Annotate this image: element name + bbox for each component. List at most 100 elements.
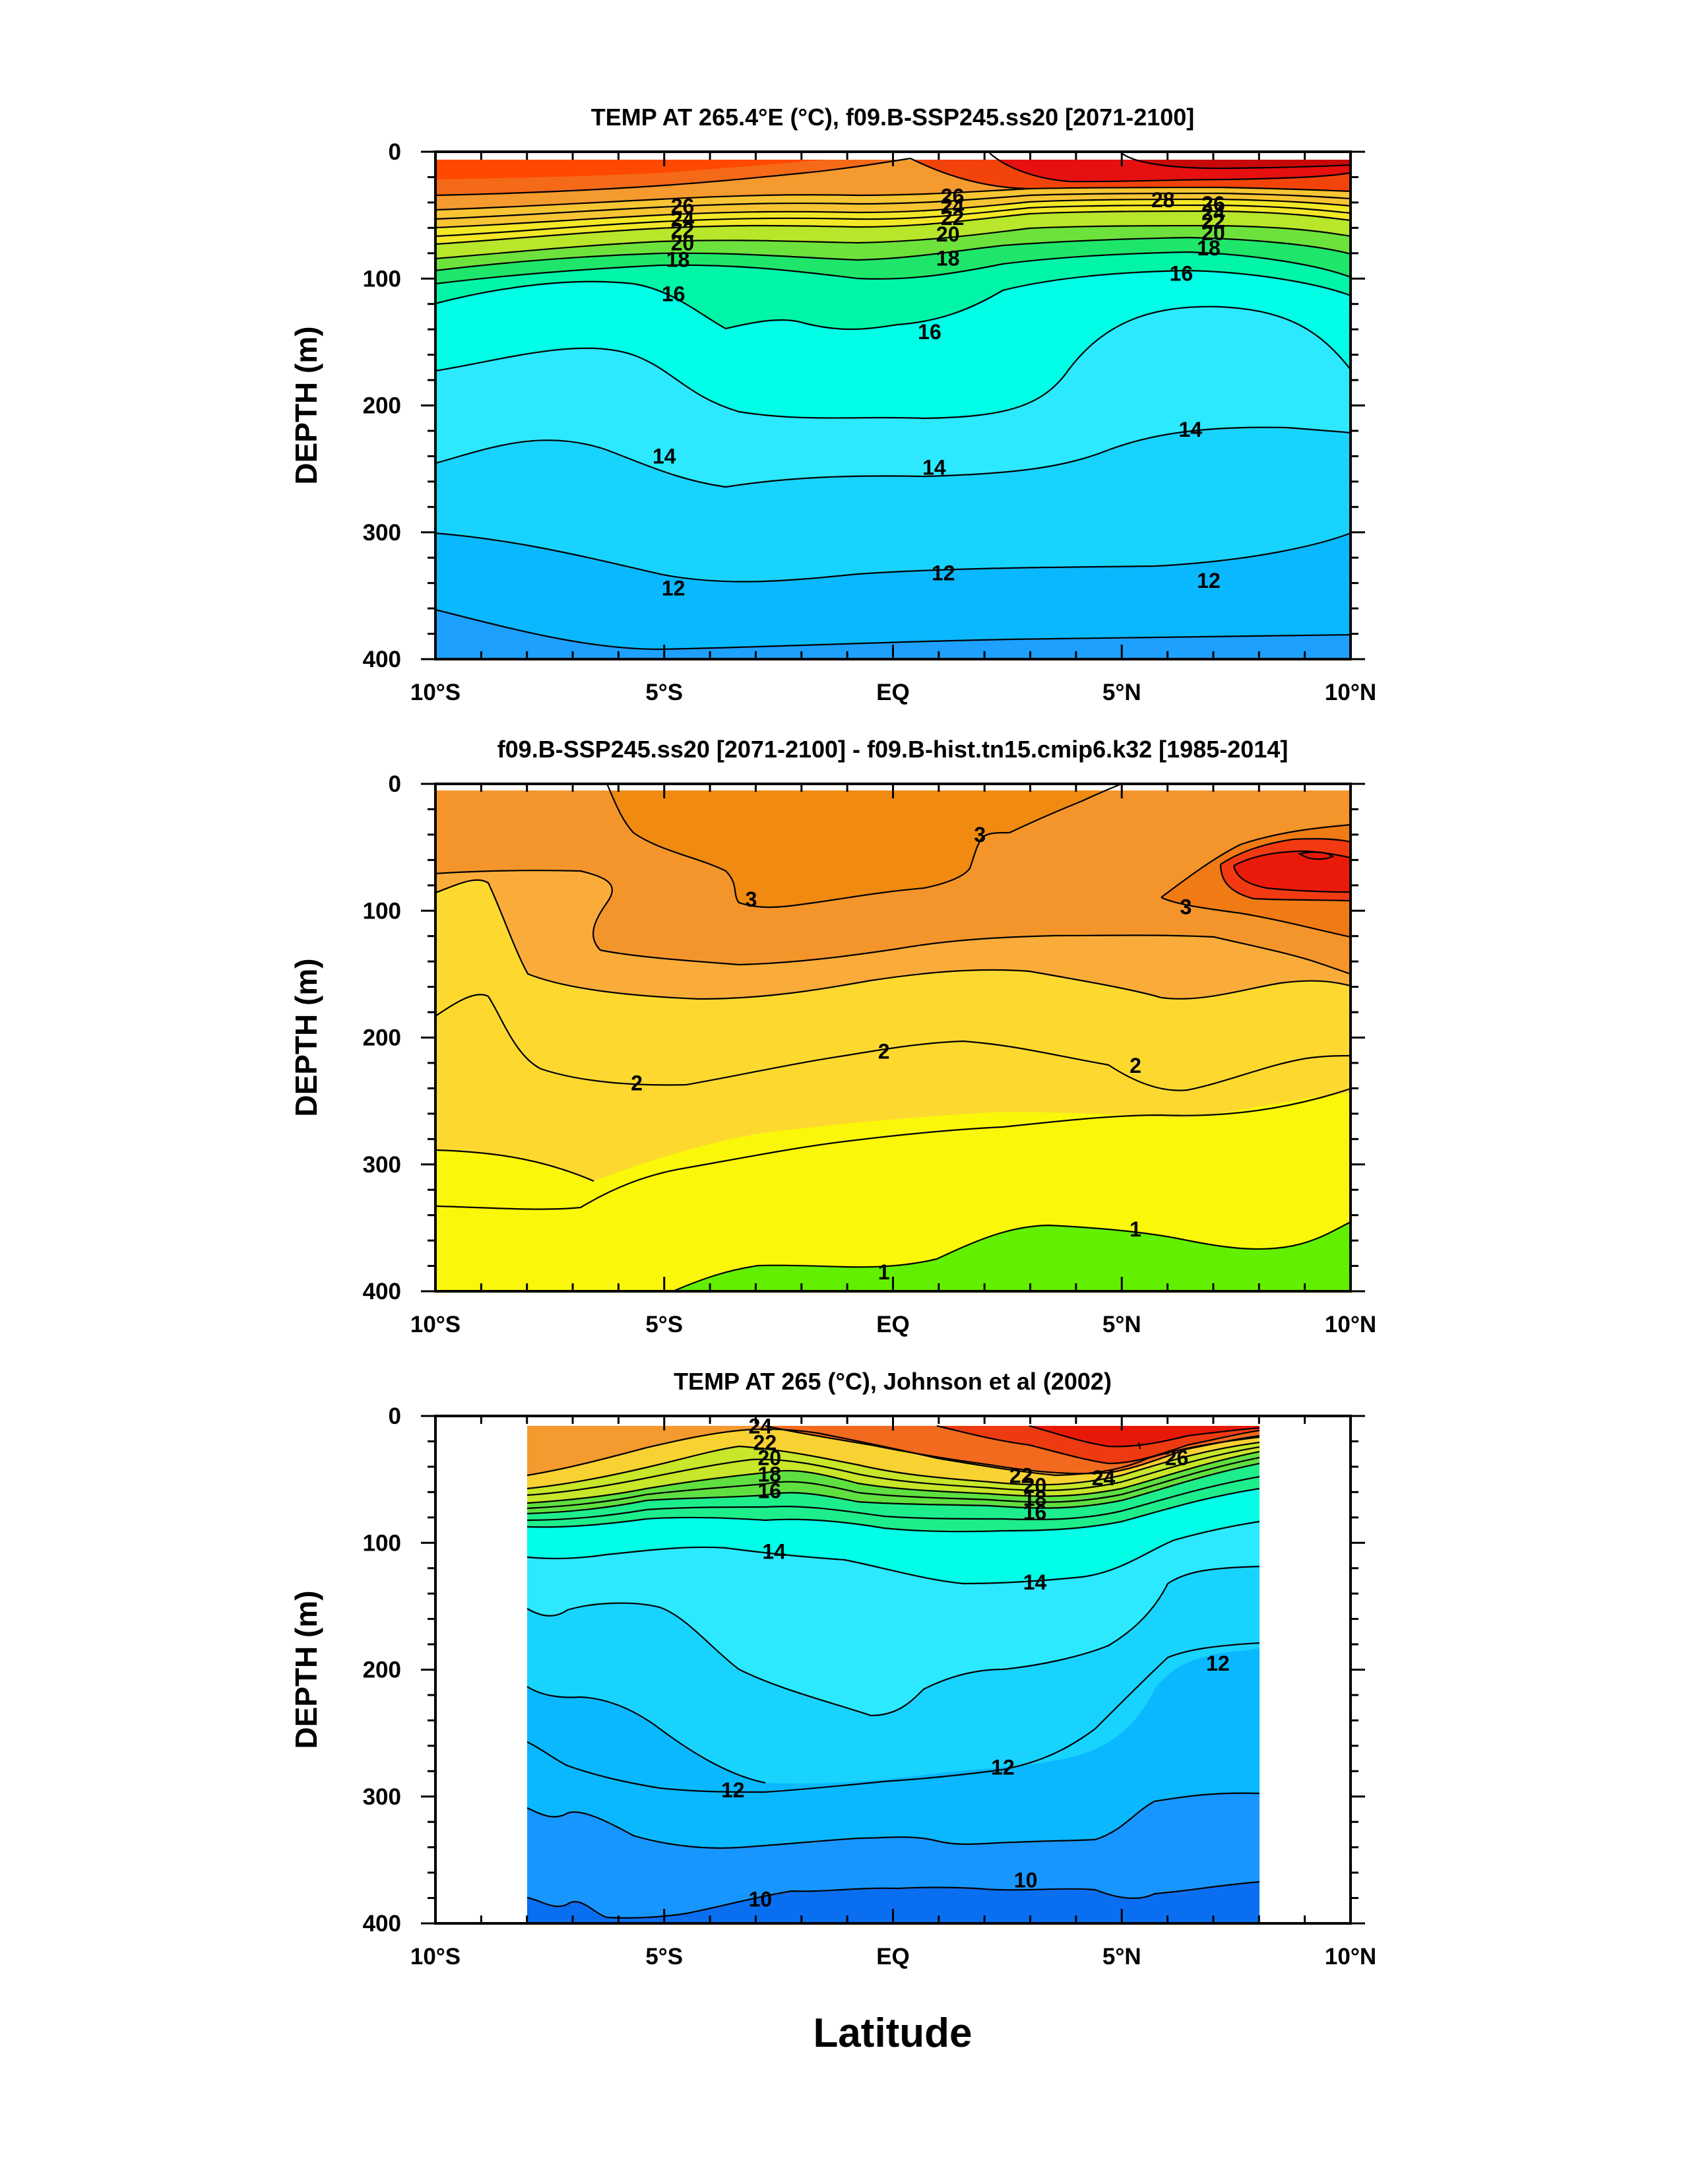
x-tick-label: 5°S	[645, 680, 683, 705]
contour-label: 14	[922, 456, 946, 480]
panel-2-filled-contours	[435, 784, 1351, 1291]
panel-2-y-axis-label: DEPTH (m)	[289, 958, 323, 1116]
contour-label: 18	[1197, 236, 1221, 260]
contour-label: 12	[1197, 569, 1221, 593]
x-tick-label: EQ	[876, 1312, 910, 1337]
contour-label: 16	[662, 282, 685, 305]
x-tick-label: 10°N	[1325, 680, 1376, 705]
panel-3-title: TEMP AT 265 (°C), Johnson et al (2002)	[674, 1368, 1112, 1395]
contour-label: 16	[918, 320, 941, 344]
contour-label: 18	[936, 246, 960, 270]
panel-2-axes: 10°S 5°S EQ 5°N 10°N 0 100 200 300 400 DEPTH (m)	[289, 771, 1376, 1337]
contour-label: 18	[666, 247, 690, 271]
contour-label: 22	[1009, 1463, 1033, 1487]
y-tick-label: 400	[363, 647, 401, 672]
panel-2-temp-difference: f09.B-SSP245.ss20 [2071-2100] - f09.B-hi…	[435, 736, 1351, 1291]
contour-label: 16	[1023, 1500, 1047, 1524]
panel-3-axes: 10°S 5°S EQ 5°N 10°N 0 100 200 300 400 DEPTH (m)	[289, 1403, 1376, 1970]
contour-label: 20	[757, 1446, 781, 1469]
contour-label: 10	[749, 1887, 773, 1911]
y-tick-label: 400	[363, 1911, 401, 1937]
contour-label: 14	[1023, 1570, 1047, 1594]
contour-label: 12	[932, 561, 955, 585]
contour-label: 20	[671, 231, 695, 255]
x-tick-label: EQ	[876, 680, 910, 705]
panel-1-filled-contours	[435, 152, 1351, 659]
contour-label: 18	[1023, 1487, 1047, 1510]
contour-label: 24	[749, 1414, 773, 1438]
contour-label: 24	[671, 207, 695, 231]
x-tick-label: 10°N	[1325, 1312, 1376, 1337]
y-tick-label: 100	[363, 1530, 401, 1556]
contour-label: 10	[1014, 1869, 1038, 1892]
x-tick-label: 5°N	[1102, 680, 1141, 705]
contour-label: 18	[757, 1462, 781, 1486]
contour-label: 14	[653, 444, 676, 468]
y-tick-label: 300	[363, 1152, 401, 1178]
contour-label: 12	[721, 1778, 745, 1802]
contour-label: 22	[941, 206, 965, 230]
contour-label: 14	[762, 1540, 786, 1564]
contour-label: 20	[1023, 1474, 1047, 1498]
contour-label: 28	[1151, 188, 1175, 212]
x-tick-label: 10°S	[410, 680, 461, 705]
panel-1-y-axis-label: DEPTH (m)	[289, 326, 323, 484]
contour-label: 24	[1201, 201, 1225, 224]
contour-label: 2	[631, 1072, 643, 1095]
y-tick-label: 0	[389, 1403, 401, 1429]
contour-label: 24	[941, 195, 965, 218]
y-tick-label: 0	[389, 139, 401, 165]
contour-label: 16	[1170, 262, 1194, 286]
panel-3-contour-lines	[526, 1425, 1260, 1919]
contour-label: 26	[941, 184, 965, 208]
contour-label: 3	[974, 823, 986, 847]
panel-2-contour-lines	[435, 784, 1351, 1291]
contour-label: 12	[1206, 1652, 1230, 1675]
x-tick-label: 10°N	[1325, 1944, 1376, 1970]
contour-label: 2	[1130, 1054, 1141, 1077]
contour-label: 20	[1201, 221, 1225, 245]
y-tick-label: 200	[363, 1025, 401, 1051]
y-tick-label: 400	[363, 1279, 401, 1304]
contour-label: 24	[1092, 1466, 1116, 1490]
contour-label: 16	[757, 1479, 781, 1502]
x-tick-label: 5°N	[1102, 1944, 1141, 1970]
contour-label: 1	[1130, 1217, 1141, 1241]
x-tick-label: 10°S	[410, 1312, 461, 1337]
panel-2-contour-labels: 3 3 3 2 2 2 1 1	[631, 823, 1192, 1284]
contour-label: 12	[991, 1756, 1015, 1780]
y-tick-label: 200	[363, 393, 401, 419]
contour-label: 3	[1180, 895, 1192, 918]
p2-band-3-3.5	[607, 784, 1122, 907]
contour-label: 22	[671, 218, 695, 242]
y-tick-label: 0	[389, 771, 401, 797]
x-tick-label: 5°S	[645, 1944, 683, 1970]
panel-1-title: TEMP AT 265.4°E (°C), f09.B-SSP245.ss20 …	[591, 104, 1195, 131]
x-tick-label: 5°N	[1102, 1312, 1141, 1337]
y-tick-label: 300	[363, 1784, 401, 1810]
panel-1-axes: 10°S 5°S EQ 5°N 10°N 0 100 200 300 400 DEPTH (m)	[289, 139, 1376, 705]
contour-label: 26	[1201, 192, 1225, 216]
panel-1-contour-lines	[435, 152, 1351, 651]
contour-label: 26	[1165, 1446, 1189, 1469]
y-tick-label: 300	[363, 520, 401, 546]
x-axis-label: Latitude	[813, 2010, 972, 2056]
y-tick-label: 100	[363, 266, 401, 292]
contour-label: 14	[1178, 418, 1202, 441]
contour-label: 22	[1201, 210, 1225, 234]
panel-3-y-axis-label: DEPTH (m)	[289, 1590, 323, 1749]
panel-1-temp-ssp245: TEMP AT 265.4°E (°C), f09.B-SSP245.ss20 …	[435, 104, 1351, 659]
panel-3-temp-johnson: TEMP AT 265 (°C), Johnson et al (2002)	[435, 1368, 1351, 1923]
panel-2-title: f09.B-SSP245.ss20 [2071-2100] - f09.B-hi…	[497, 736, 1289, 763]
y-tick-label: 100	[363, 898, 401, 924]
p2-band-4plus	[1234, 851, 1351, 892]
contour-label: 22	[753, 1430, 777, 1454]
y-tick-label: 200	[363, 1657, 401, 1683]
contour-label: 12	[662, 576, 685, 600]
contour-label: 2	[878, 1040, 890, 1064]
x-tick-label: 10°S	[410, 1944, 461, 1970]
x-tick-label: 5°S	[645, 1312, 683, 1337]
